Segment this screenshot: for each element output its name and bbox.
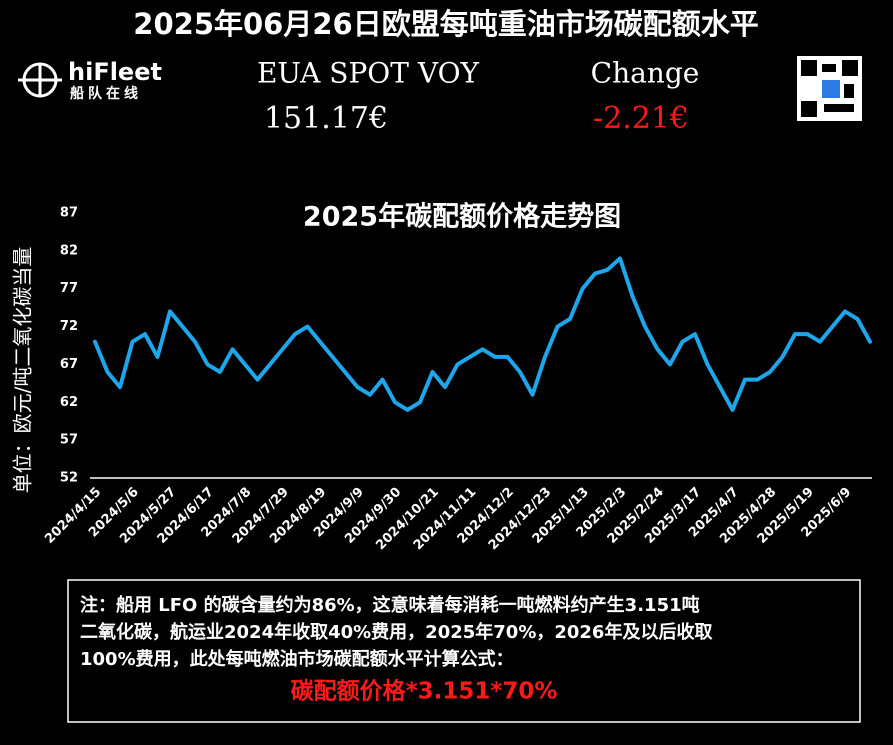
price-value: 151.17€: [264, 101, 388, 136]
logo-text: hiFleet: [68, 58, 162, 86]
y-tick-label: 72: [60, 319, 78, 334]
y-tick-label: 57: [60, 433, 78, 448]
qr-finder: [801, 101, 817, 117]
page-title: 2025年06月26日欧盟每吨重油市场碳配额水平: [133, 7, 758, 41]
qr-code: [797, 56, 862, 121]
logo-subtext: 船队在线: [70, 85, 142, 102]
qr-module: [824, 104, 854, 112]
change-label: Change: [591, 57, 700, 90]
y-tick-label: 62: [60, 395, 78, 410]
qr-center: [822, 80, 840, 98]
note-line: 100%费用，此处每吨燃油市场碳配额水平计算公式：: [80, 648, 514, 670]
note-box: [67, 579, 861, 723]
logo: hiFleet 船队在线: [18, 58, 162, 102]
y-tick-label: 67: [60, 357, 78, 372]
y-tick-label: 87: [60, 206, 78, 221]
y-axis-label: 单位：欧元/吨二氧化碳当量: [11, 247, 35, 494]
qr-finder: [842, 60, 858, 76]
qr-module: [822, 64, 836, 72]
note-formula: 碳配额价格*3.151*70%: [291, 678, 558, 705]
y-tick-label: 77: [60, 281, 78, 296]
y-tick-label: 52: [60, 471, 78, 486]
note-line: 二氧化碳，航运业2024年收取40%费用，2025年70%，2026年及以后收取: [80, 621, 713, 643]
y-tick-label: 82: [60, 243, 78, 258]
qr-module: [844, 84, 854, 98]
change-value: -2.21€: [593, 101, 689, 136]
price-line: [93, 256, 872, 412]
note-line: 注：船用 LFO 的碳含量约为86%，这意味着每消耗一吨燃料约产生3.151吨: [80, 594, 700, 616]
chart-title: 2025年碳配额价格走势图: [303, 201, 621, 233]
qr-finder: [801, 60, 817, 76]
price-label: EUA SPOT VOY: [257, 57, 480, 90]
